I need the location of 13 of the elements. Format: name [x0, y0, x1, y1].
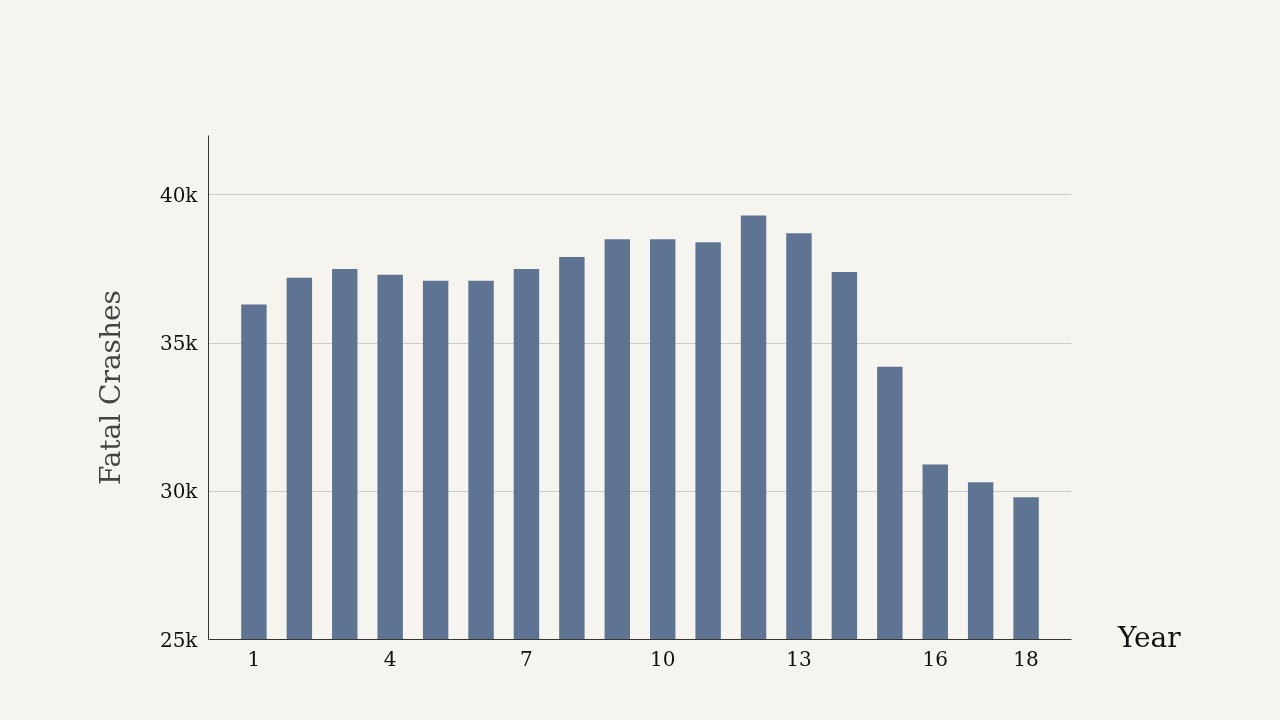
y-tick-label: 25k — [159, 627, 199, 652]
x-tick-label: 18 — [1013, 646, 1039, 671]
x-tick-label: 4 — [383, 646, 397, 671]
y-tick-label: 35k — [159, 331, 199, 356]
x-tick-label: 10 — [649, 646, 676, 671]
y-tick-label: 40k — [159, 182, 199, 207]
x-tick-label: 13 — [786, 646, 812, 671]
y-axis-title: Fatal Crashes — [93, 290, 127, 485]
x-tick-label: 16 — [922, 646, 948, 671]
x-tick-label: 1 — [247, 646, 261, 671]
x-axis-title: Year — [1118, 620, 1181, 656]
x-tick-label: 7 — [520, 646, 533, 671]
y-tick-label: 30k — [159, 479, 199, 504]
